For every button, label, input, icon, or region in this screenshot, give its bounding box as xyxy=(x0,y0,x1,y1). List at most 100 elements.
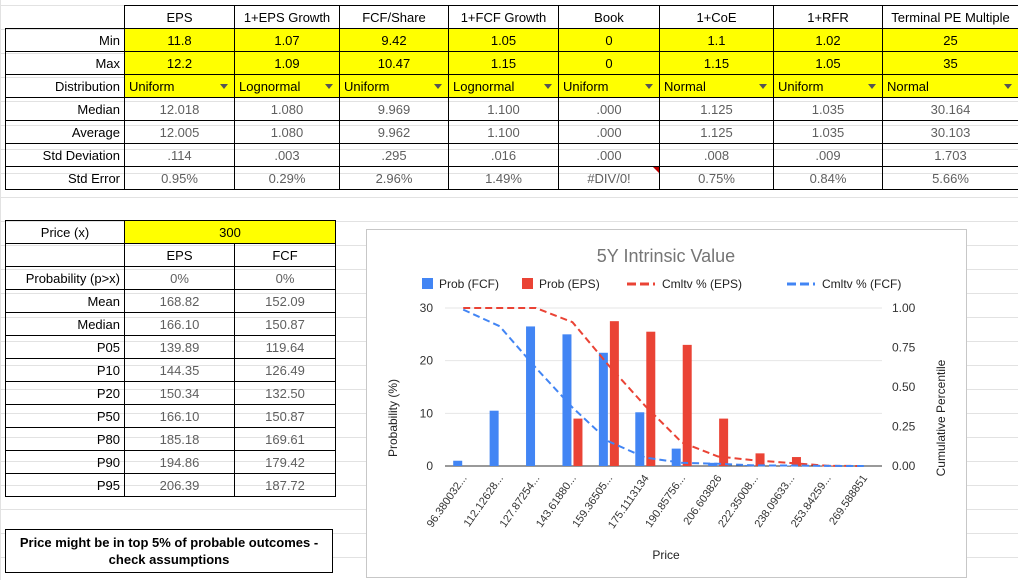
stat-cell: .295 xyxy=(339,143,449,167)
column-header: 1+FCF Growth xyxy=(448,5,559,29)
distribution-select[interactable]: Lognormal xyxy=(448,74,559,98)
column-header: Book xyxy=(558,5,660,29)
price-stat-row: P95 206.39 187.72 xyxy=(5,473,337,497)
input-cell[interactable]: 0 xyxy=(558,28,660,52)
distribution-select[interactable]: Normal xyxy=(659,74,774,98)
input-cell[interactable]: 1.09 xyxy=(234,51,340,75)
price-stat-row: Probability (p>x) 0% 0% xyxy=(5,266,337,290)
price-stat-row: P80 185.18 169.61 xyxy=(5,427,337,451)
distribution-select[interactable]: Uniform xyxy=(773,74,883,98)
bar-fcf xyxy=(453,460,463,466)
bar-fcf xyxy=(562,334,572,466)
column-header: FCF xyxy=(233,243,337,267)
distribution-select[interactable]: Lognormal xyxy=(234,74,340,98)
row-label: P50 xyxy=(5,404,125,428)
input-cell[interactable]: 0 xyxy=(558,51,660,75)
chevron-down-icon[interactable] xyxy=(325,84,333,89)
eps-value: 0% xyxy=(124,266,235,290)
distribution-select[interactable]: Uniform xyxy=(124,74,235,98)
stat-value: .008 xyxy=(703,147,730,163)
y2-tick-label: 0.75 xyxy=(892,341,916,355)
row-label: Std Error xyxy=(5,166,125,190)
intrinsic-value-chart[interactable]: 0 10 20 30 0.00 0.25 0.50 0.75 1.00 5Y Intrinsic … xyxy=(366,229,967,578)
input-cell[interactable]: 10.47 xyxy=(339,51,449,75)
y2-tick-label: 0.00 xyxy=(892,459,916,473)
distribution-select[interactable]: Normal xyxy=(882,74,1018,98)
stat-value: 1.035 xyxy=(811,124,845,140)
x-tick-label: 269.588851 xyxy=(827,473,870,527)
stat-value: #DIV/0! xyxy=(587,170,631,186)
input-cell[interactable]: 1.07 xyxy=(234,28,340,52)
input-cell[interactable]: 1.15 xyxy=(448,51,559,75)
bar-eps xyxy=(755,453,765,466)
input-cell[interactable]: 9.42 xyxy=(339,28,449,52)
chevron-down-icon[interactable] xyxy=(1004,84,1012,89)
input-cell[interactable]: 1.15 xyxy=(659,51,774,75)
fcf-value: 119.64 xyxy=(233,335,337,359)
stat-value: 1.100 xyxy=(487,101,520,117)
legend-label: Prob (EPS) xyxy=(539,277,600,291)
bar-fcf xyxy=(708,462,718,466)
price-stat-row: Median 166.10 150.87 xyxy=(5,312,337,336)
stat-cell: .003 xyxy=(234,143,340,167)
stat-value: 0.84% xyxy=(809,170,847,186)
input-cell[interactable]: 1.02 xyxy=(773,28,883,52)
input-cell[interactable]: 11.8 xyxy=(124,28,235,52)
assumption-row: Median 12.018 1.080 9.969 1.100 .000 1.125 1.03… xyxy=(5,97,1018,121)
eps-value: 139.89 xyxy=(124,335,235,359)
chevron-down-icon[interactable] xyxy=(645,84,653,89)
fcf-value: 150.87 xyxy=(233,404,337,428)
eps-value: 150.34 xyxy=(124,381,235,405)
row-label: Median xyxy=(5,97,125,121)
stat-cell: #DIV/0! xyxy=(558,166,660,190)
stat-value: 1.125 xyxy=(700,101,733,117)
stat-value: .295 xyxy=(381,147,407,163)
distribution-select[interactable]: Uniform xyxy=(558,74,660,98)
stat-cell: 1.080 xyxy=(234,97,340,121)
input-cell[interactable]: 1.1 xyxy=(659,28,774,52)
row-label: P10 xyxy=(5,358,125,382)
chevron-down-icon[interactable] xyxy=(544,84,552,89)
column-header: 1+CoE xyxy=(659,5,774,29)
legend-label: Cmltv % (EPS) xyxy=(662,277,742,291)
eps-value: 168.82 xyxy=(124,289,235,313)
input-cell[interactable]: 1.05 xyxy=(773,51,883,75)
chevron-down-icon[interactable] xyxy=(868,84,876,89)
assumption-row: Std Error 0.95% 0.29% 2.96% 1.49% #DIV/0! 0.75… xyxy=(5,166,1018,190)
bar-eps xyxy=(609,321,619,466)
price-input[interactable]: 300 xyxy=(123,220,337,244)
distribution-value: Lognormal xyxy=(239,78,301,94)
stat-cell: 1.125 xyxy=(659,120,774,144)
stat-value: 12.018 xyxy=(159,101,200,117)
header-row: EPS 1+EPS Growth FCF/Share 1+FCF Growth Book… xyxy=(6,5,1018,29)
assumption-row: Min 11.8 1.07 9.42 1.05 0 1.1 1.02 25 xyxy=(5,28,1018,52)
chevron-down-icon[interactable] xyxy=(220,84,228,89)
price-header-row: EPS FCF xyxy=(5,243,337,267)
stat-cell: .008 xyxy=(659,143,774,167)
chart-title: 5Y Intrinsic Value xyxy=(597,246,735,266)
y-tick-label: 10 xyxy=(420,406,434,420)
distribution-value: Uniform xyxy=(563,78,609,94)
input-cell[interactable]: 1.05 xyxy=(448,28,559,52)
assumption-row: Max 12.2 1.09 10.47 1.15 0 1.15 1.05 35 xyxy=(5,51,1018,75)
stat-cell: .000 xyxy=(558,120,660,144)
error-indicator-icon xyxy=(653,167,659,173)
row-label: P05 xyxy=(5,335,125,359)
y2-tick-label: 0.25 xyxy=(892,420,916,434)
stat-value: .003 xyxy=(274,147,300,163)
eps-value: 194.86 xyxy=(124,450,235,474)
chevron-down-icon[interactable] xyxy=(434,84,442,89)
distribution-value: Lognormal xyxy=(453,78,515,94)
distribution-select[interactable]: Uniform xyxy=(339,74,449,98)
row-label: Average xyxy=(5,120,125,144)
input-cell[interactable]: 12.2 xyxy=(124,51,235,75)
legend-label: Cmltv % (FCF) xyxy=(822,277,901,291)
input-cell[interactable]: 35 xyxy=(882,51,1018,75)
column-header: EPS xyxy=(124,5,235,29)
distribution-value: Uniform xyxy=(129,78,175,94)
input-cell[interactable]: 25 xyxy=(882,28,1018,52)
stat-value: 2.96% xyxy=(375,170,413,186)
eps-value: 166.10 xyxy=(124,404,235,428)
chevron-down-icon[interactable] xyxy=(759,84,767,89)
stat-value: 9.969 xyxy=(377,101,411,117)
